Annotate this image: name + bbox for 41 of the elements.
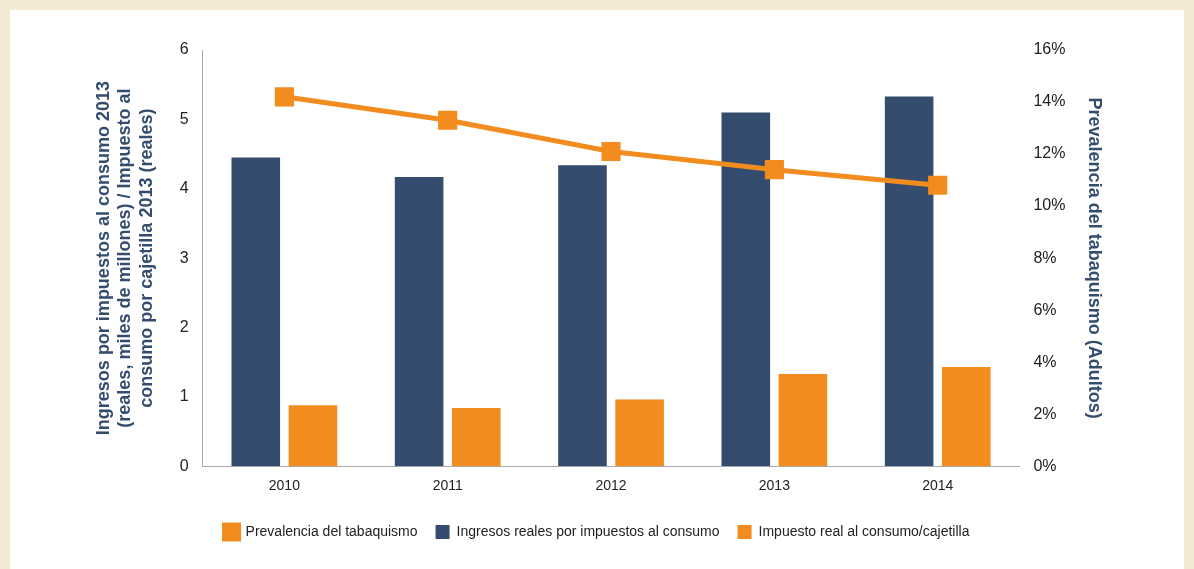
y-tick-label: 3 xyxy=(179,248,189,266)
point xyxy=(438,110,458,130)
y-axis-title: Ingresos por impuestos al consumo 2013 (reales, miles de millones) / Impuesto al consumo por cajetilla 2013 (reales) xyxy=(92,81,156,436)
y-tick-label: 6 xyxy=(179,40,189,58)
bar xyxy=(778,373,828,467)
y2-tick-label: 0% xyxy=(1033,456,1057,474)
y2-tick-label: 16% xyxy=(1033,40,1066,58)
y-tick-label: 5 xyxy=(179,109,189,127)
bar xyxy=(615,399,664,467)
point xyxy=(928,175,948,195)
bar xyxy=(394,176,444,467)
x-tick-label: 2011 xyxy=(432,477,463,494)
point xyxy=(764,160,784,180)
y2-tick-label: 10% xyxy=(1033,196,1066,214)
y2-tick-label: 6% xyxy=(1033,300,1057,318)
bar xyxy=(231,157,281,467)
x-tick-label: 2010 xyxy=(268,477,301,494)
x-tick-label: 2013 xyxy=(758,477,791,494)
legend-label: Prevalencia del tabaquismo xyxy=(245,522,418,539)
legend-label: Impuesto real al consumo/cajetilla xyxy=(758,522,970,539)
bar xyxy=(721,112,771,467)
point xyxy=(601,141,621,162)
point xyxy=(274,87,294,107)
y2-tick-label: 12% xyxy=(1033,144,1066,162)
y-tick-label: 1 xyxy=(179,387,189,405)
bar xyxy=(451,407,501,467)
y2-tick-label: 14% xyxy=(1033,92,1066,110)
y-tick-label: 4 xyxy=(179,179,189,197)
legend-label: Ingresos reales por impuestos al consumo xyxy=(456,522,720,539)
y-tick-label: 2 xyxy=(179,317,189,335)
bar xyxy=(942,367,991,467)
y-tick-label: 0 xyxy=(179,456,189,474)
y2-tick-label: 8% xyxy=(1033,248,1057,266)
x-tick-label: 2014 xyxy=(922,477,954,494)
y2-tick-label: 2% xyxy=(1033,404,1057,422)
bar xyxy=(288,405,338,467)
y2-tick-label: 4% xyxy=(1033,352,1057,370)
bar xyxy=(884,96,934,467)
bar xyxy=(558,165,607,467)
x-tick-label: 2012 xyxy=(595,477,627,494)
y2-axis-title: Prevalencia del tabaquismo (Adultos) xyxy=(1085,97,1106,419)
